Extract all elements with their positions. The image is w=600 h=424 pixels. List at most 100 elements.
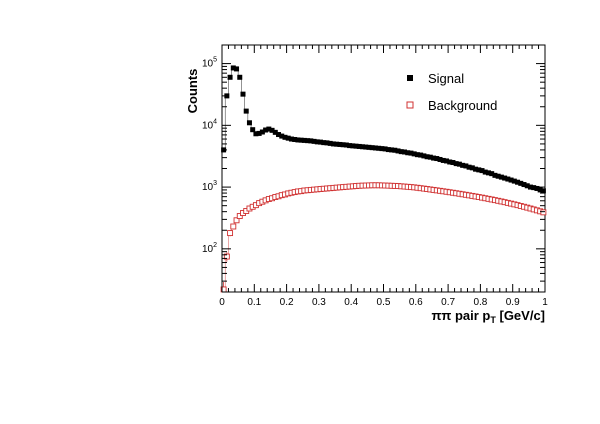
signal-point bbox=[305, 138, 311, 144]
signal-point bbox=[288, 136, 294, 142]
y-tick-label: 103 bbox=[202, 180, 217, 193]
signal-point bbox=[540, 188, 546, 194]
background-point bbox=[227, 230, 234, 237]
signal-point bbox=[434, 156, 440, 162]
signal-point bbox=[440, 157, 446, 163]
signal-point bbox=[324, 140, 330, 146]
signal-point bbox=[240, 91, 246, 97]
signal-point bbox=[414, 152, 420, 158]
x-tick-label: 0.9 bbox=[506, 297, 520, 308]
signal-point bbox=[308, 138, 314, 144]
signal-point bbox=[431, 155, 437, 161]
signal-point bbox=[453, 161, 459, 167]
x-axis-label-unit: [GeV/c] bbox=[496, 308, 545, 323]
signal-point bbox=[340, 142, 346, 148]
y-tick-label: 102 bbox=[202, 242, 217, 255]
signal-point bbox=[505, 176, 511, 182]
signal-point bbox=[337, 141, 343, 147]
y-tick-label-base: 10 bbox=[202, 182, 214, 193]
y-tick-label-base: 10 bbox=[202, 120, 214, 131]
signal-point bbox=[263, 127, 269, 133]
signal-point bbox=[479, 168, 485, 174]
signal-point bbox=[318, 139, 324, 145]
signal-point bbox=[321, 140, 327, 146]
signal-point bbox=[395, 148, 401, 154]
signal-point bbox=[498, 174, 504, 180]
signal-point bbox=[408, 150, 414, 156]
y-tick-label-exponent: 3 bbox=[213, 180, 217, 187]
signal-point bbox=[311, 138, 317, 144]
signal-point bbox=[398, 149, 404, 155]
y-tick-label: 104 bbox=[202, 118, 217, 131]
y-tick-label-exponent: 5 bbox=[213, 57, 217, 64]
signal-point bbox=[515, 179, 521, 185]
signal-point bbox=[330, 141, 336, 147]
signal-point bbox=[334, 141, 340, 147]
x-tick-label: 0.2 bbox=[280, 297, 294, 308]
legend-label-signal: Signal bbox=[428, 71, 464, 86]
signal-point bbox=[376, 145, 382, 151]
signal-point bbox=[511, 178, 517, 184]
signal-point bbox=[508, 177, 514, 183]
plot-frame bbox=[221, 44, 546, 293]
signal-point bbox=[360, 144, 366, 150]
signal-point bbox=[276, 132, 282, 138]
signal-point bbox=[534, 185, 540, 191]
y-tick-label-exponent: 4 bbox=[213, 118, 217, 125]
signal-point bbox=[389, 147, 395, 153]
legend-marker-background bbox=[406, 101, 414, 109]
signal-point bbox=[347, 143, 353, 149]
signal-point bbox=[531, 185, 537, 191]
signal-point bbox=[476, 167, 482, 173]
signal-point bbox=[421, 153, 427, 159]
signal-point bbox=[456, 161, 462, 167]
signal-point bbox=[234, 66, 240, 72]
signal-point bbox=[350, 143, 356, 149]
signal-point bbox=[418, 152, 424, 158]
signal-point bbox=[527, 184, 533, 190]
signal-point bbox=[379, 146, 385, 152]
signal-point bbox=[282, 134, 288, 140]
legend-label-background: Background bbox=[428, 98, 497, 113]
background-point bbox=[233, 217, 240, 224]
signal-point bbox=[298, 137, 304, 143]
signal-point bbox=[266, 126, 272, 132]
signal-point bbox=[485, 170, 491, 176]
signal-point bbox=[405, 150, 411, 156]
signal-point bbox=[392, 147, 398, 153]
signal-point bbox=[243, 108, 249, 114]
x-tick-label: 0.3 bbox=[312, 297, 326, 308]
axis-ticks bbox=[221, 44, 546, 293]
x-axis-label-subscript: T bbox=[490, 315, 496, 325]
signal-point bbox=[502, 175, 508, 181]
signal-point bbox=[363, 144, 369, 150]
signal-point bbox=[492, 172, 498, 178]
signal-point bbox=[463, 163, 469, 169]
x-axis-label-main: ππ pair p bbox=[431, 308, 490, 323]
signal-point bbox=[524, 183, 530, 189]
signal-point bbox=[447, 159, 453, 165]
signal-point bbox=[482, 169, 488, 175]
signal-point bbox=[292, 136, 298, 142]
signal-point bbox=[473, 166, 479, 172]
legend: Signal Background bbox=[406, 71, 497, 113]
signal-point bbox=[269, 127, 275, 133]
background-point bbox=[236, 213, 243, 219]
signal-point bbox=[295, 137, 301, 143]
signal-point bbox=[411, 151, 417, 157]
signal-point bbox=[237, 74, 243, 80]
x-tick-label: 0.8 bbox=[473, 297, 487, 308]
signal-point bbox=[466, 164, 472, 170]
signal-point bbox=[353, 143, 359, 149]
background-point bbox=[230, 223, 237, 230]
x-tick-label: 0.7 bbox=[441, 297, 455, 308]
signal-point bbox=[495, 173, 501, 179]
signal-point bbox=[382, 146, 388, 152]
signal-point bbox=[227, 74, 233, 80]
signal-point bbox=[443, 158, 449, 164]
signal-point bbox=[460, 162, 466, 168]
signal-point bbox=[250, 127, 256, 133]
signal-point bbox=[327, 140, 333, 146]
x-tick-label: 0.5 bbox=[377, 297, 391, 308]
